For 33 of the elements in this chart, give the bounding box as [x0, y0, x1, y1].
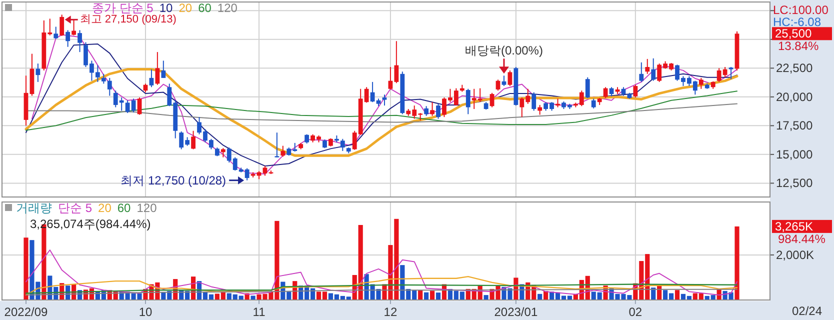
x-tick-label: 10 [138, 305, 152, 319]
x-tick-label: 12 [384, 305, 398, 319]
y-tick-label: 12,500 [776, 176, 814, 190]
text: 25,500 [775, 26, 812, 41]
text: 20 [178, 1, 192, 15]
annotation: 최고 27,150 (09/13) [80, 14, 176, 26]
y-tick-label: 17,500 [776, 118, 814, 133]
y-tick-label: 22,500 [776, 61, 814, 76]
text: 984.44% [778, 232, 826, 246]
x-tick-label: 11 [252, 305, 266, 319]
text: 60 [117, 201, 132, 215]
text: 60 [198, 1, 212, 15]
y-tick-label: 20,000 [776, 90, 814, 104]
x-tick-label: 02 [628, 305, 642, 319]
legend-title: 거래량 [16, 201, 52, 215]
y-tick-label: 15,000 [776, 147, 814, 162]
text: 13.84% [778, 39, 820, 54]
annotation: 배당락(0.00%) [464, 44, 543, 58]
text: 20 [98, 201, 112, 215]
text: 10 [159, 1, 174, 15]
text: 120 [217, 1, 238, 15]
text: 3,265K [775, 219, 814, 234]
text: 종가 단순 5 [92, 1, 154, 15]
annotation: 최저 12,750 (10/28) [120, 173, 226, 188]
text: 02/24 [792, 304, 822, 318]
text: HC:-6.08 [773, 15, 822, 29]
x-tick-label: 2023/01 [494, 305, 538, 319]
annotation: 3,265,074주(984.44%) [30, 217, 151, 231]
text: LC:100.00 [773, 3, 829, 17]
text: 단순 5 [58, 201, 92, 215]
y-tick-label: 2,000K [776, 248, 814, 262]
text: 120 [136, 201, 158, 215]
x-tick-label: 2022/09 [4, 305, 48, 319]
